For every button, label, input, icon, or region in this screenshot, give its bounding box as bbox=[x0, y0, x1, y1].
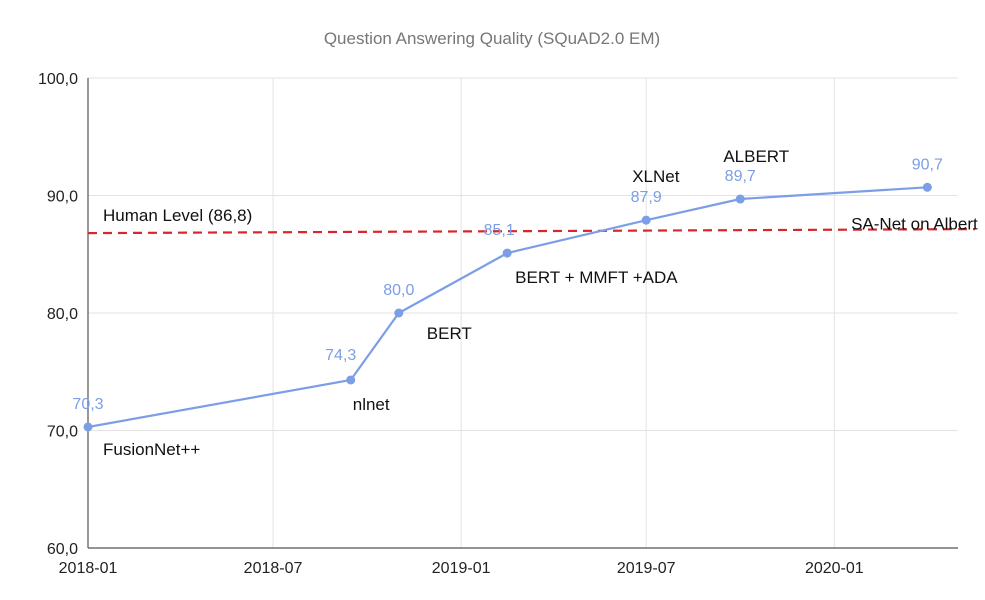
chart-title: Question Answering Quality (SQuAD2.0 EM) bbox=[324, 29, 660, 48]
model-name-label: XLNet bbox=[632, 167, 680, 186]
x-tick-label: 2019-01 bbox=[432, 560, 491, 577]
x-tick-label: 2020-01 bbox=[805, 560, 864, 577]
model-name-label: nlnet bbox=[353, 395, 390, 414]
x-tick-label: 2019-07 bbox=[617, 560, 676, 577]
x-tick-label: 2018-01 bbox=[59, 560, 118, 577]
label-group: 70,3 FusionNet++ 74,3 nlnet 80,0 BERT 85,1 BERT… bbox=[72, 147, 978, 459]
data-point bbox=[641, 215, 651, 225]
y-tick-label: 90,0 bbox=[47, 189, 78, 206]
y-tick-label: 70,0 bbox=[47, 424, 78, 441]
human-level-line bbox=[87, 228, 976, 235]
data-point bbox=[502, 248, 512, 258]
model-name-label: SA-Net on Albert bbox=[851, 214, 978, 233]
model-name-label: FusionNet++ bbox=[103, 440, 200, 459]
model-name-label: BERT bbox=[427, 324, 472, 343]
data-point bbox=[922, 182, 932, 192]
human-level-label: Human Level (86,8) bbox=[103, 206, 252, 225]
series-group bbox=[83, 182, 932, 432]
reference-line-group: Human Level (86,8) bbox=[87, 206, 976, 235]
model-name-label: BERT + MMFT +ADA bbox=[515, 268, 678, 287]
y-tick-label: 80,0 bbox=[47, 306, 78, 323]
data-value-label: 80,0 bbox=[383, 282, 414, 299]
data-point bbox=[83, 422, 93, 432]
data-value-label: 85,1 bbox=[484, 222, 515, 239]
data-value-label: 87,9 bbox=[631, 189, 662, 206]
y-tick-label: 60,0 bbox=[47, 541, 78, 558]
data-value-label: 74,3 bbox=[325, 347, 356, 364]
data-value-label: 70,3 bbox=[72, 396, 103, 413]
axes: 60,0 70,0 80,0 90,0 100,0 2018-01 2018-07 2019-… bbox=[38, 71, 958, 577]
grid bbox=[88, 77, 958, 548]
data-value-label: 90,7 bbox=[912, 156, 943, 173]
data-value-label: 89,7 bbox=[725, 168, 756, 185]
data-point bbox=[346, 375, 356, 385]
y-tick-label: 100,0 bbox=[38, 71, 78, 88]
model-name-label: ALBERT bbox=[723, 147, 789, 166]
x-tick-label: 2018-07 bbox=[244, 560, 303, 577]
data-point bbox=[735, 194, 745, 204]
data-point bbox=[394, 308, 404, 318]
